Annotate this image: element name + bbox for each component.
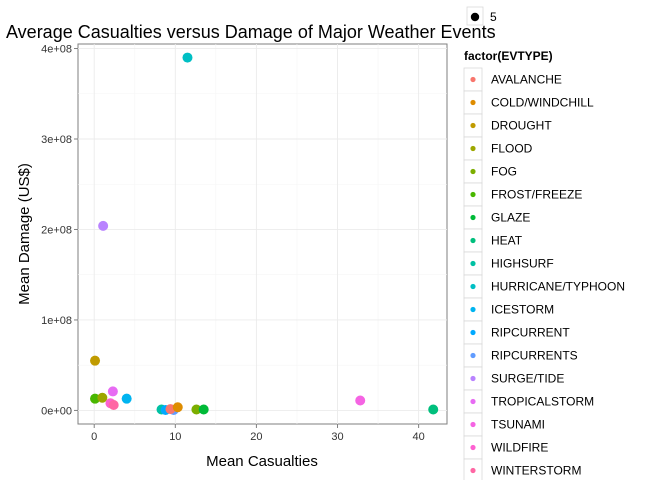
legend-swatch	[470, 145, 476, 152]
legend-swatch	[470, 375, 476, 382]
x-tick-label: 10	[169, 431, 181, 443]
y-tick-label: 3e+08	[41, 134, 72, 146]
legend-swatch	[470, 260, 476, 267]
y-tick-label: 2e+08	[41, 224, 72, 236]
legend-swatch	[470, 467, 476, 474]
legend-swatch	[470, 237, 476, 244]
grid-lines	[78, 44, 447, 424]
y-tick-label: 0e+00	[41, 405, 72, 417]
x-axis-title: Mean Casualties	[206, 453, 318, 470]
legend-swatch	[470, 191, 476, 198]
legend-label: HIGHSURF	[491, 257, 554, 271]
legend-label: HURRICANE/TYPHOON	[491, 280, 625, 294]
legend-title: factor(EVTYPE)	[464, 49, 553, 63]
data-points	[90, 52, 439, 415]
data-point	[107, 386, 118, 397]
legend-swatch	[470, 398, 476, 405]
legend-swatch	[470, 283, 476, 290]
y-tick-label: 1e+08	[41, 315, 72, 327]
size-legend-label: 5	[490, 10, 497, 24]
legend-label: WINTERSTORM	[491, 464, 581, 478]
legend-swatch	[470, 168, 476, 175]
legend-swatch	[470, 352, 476, 359]
data-point	[172, 402, 183, 413]
y-axis-title: Mean Damage (US$)	[16, 163, 33, 305]
legend-swatch	[470, 122, 476, 129]
chart-title: Average Casualties versus Damage of Majo…	[6, 22, 496, 42]
legend-swatch	[470, 214, 476, 221]
data-point	[198, 404, 209, 415]
data-point	[121, 393, 132, 404]
legend-label: COLD/WINDCHILL	[491, 96, 594, 110]
data-point	[98, 220, 109, 231]
x-tick-label: 30	[331, 431, 343, 443]
y-tick-label: 4e+08	[41, 44, 72, 56]
data-point	[108, 400, 119, 410]
x-tick-label: 0	[91, 431, 97, 443]
size-legend-dot	[470, 12, 480, 22]
legend-label: HEAT	[491, 234, 523, 248]
legend-label: GLAZE	[491, 211, 530, 225]
data-point	[191, 404, 202, 415]
legend-swatch	[470, 444, 476, 451]
legend-label: TSUNAMI	[491, 418, 545, 432]
legend-swatch	[470, 76, 476, 83]
legend-label: WILDFIRE	[491, 441, 548, 455]
data-point	[182, 52, 193, 63]
legend-label: FROST/FREEZE	[491, 188, 582, 202]
legend-swatch	[470, 329, 476, 336]
data-point	[90, 355, 101, 366]
legend-label: ICESTORM	[491, 303, 554, 317]
legend-swatch	[470, 306, 476, 313]
legend-label: AVALANCHE	[491, 73, 562, 87]
color-legend: factor(EVTYPE) AVALANCHE COLD/WINDCHILL DR…	[463, 49, 625, 480]
x-tick-label: 20	[250, 431, 262, 443]
legend-label: SURGE/TIDE	[491, 372, 564, 386]
legend-label: RIPCURRENT	[491, 326, 570, 340]
x-tick-label: 40	[412, 431, 424, 443]
data-point	[355, 395, 366, 406]
legend-swatch	[470, 99, 476, 106]
axes: 0 10 20 30 40 0e+00 1e+08 2e+08 3e+08 4e+08	[41, 44, 425, 443]
legend-label: RIPCURRENTS	[491, 349, 578, 363]
size-legend: 5	[466, 6, 497, 26]
legend-label: DROUGHT	[491, 119, 552, 133]
legend-label: FOG	[491, 165, 517, 179]
data-point	[428, 404, 439, 415]
legend-label: FLOOD	[491, 142, 533, 156]
legend-swatch	[470, 421, 476, 428]
data-point	[97, 392, 108, 403]
legend-label: TROPICALSTORM	[491, 395, 594, 409]
data-point	[90, 393, 101, 404]
panel-background	[77, 43, 448, 425]
